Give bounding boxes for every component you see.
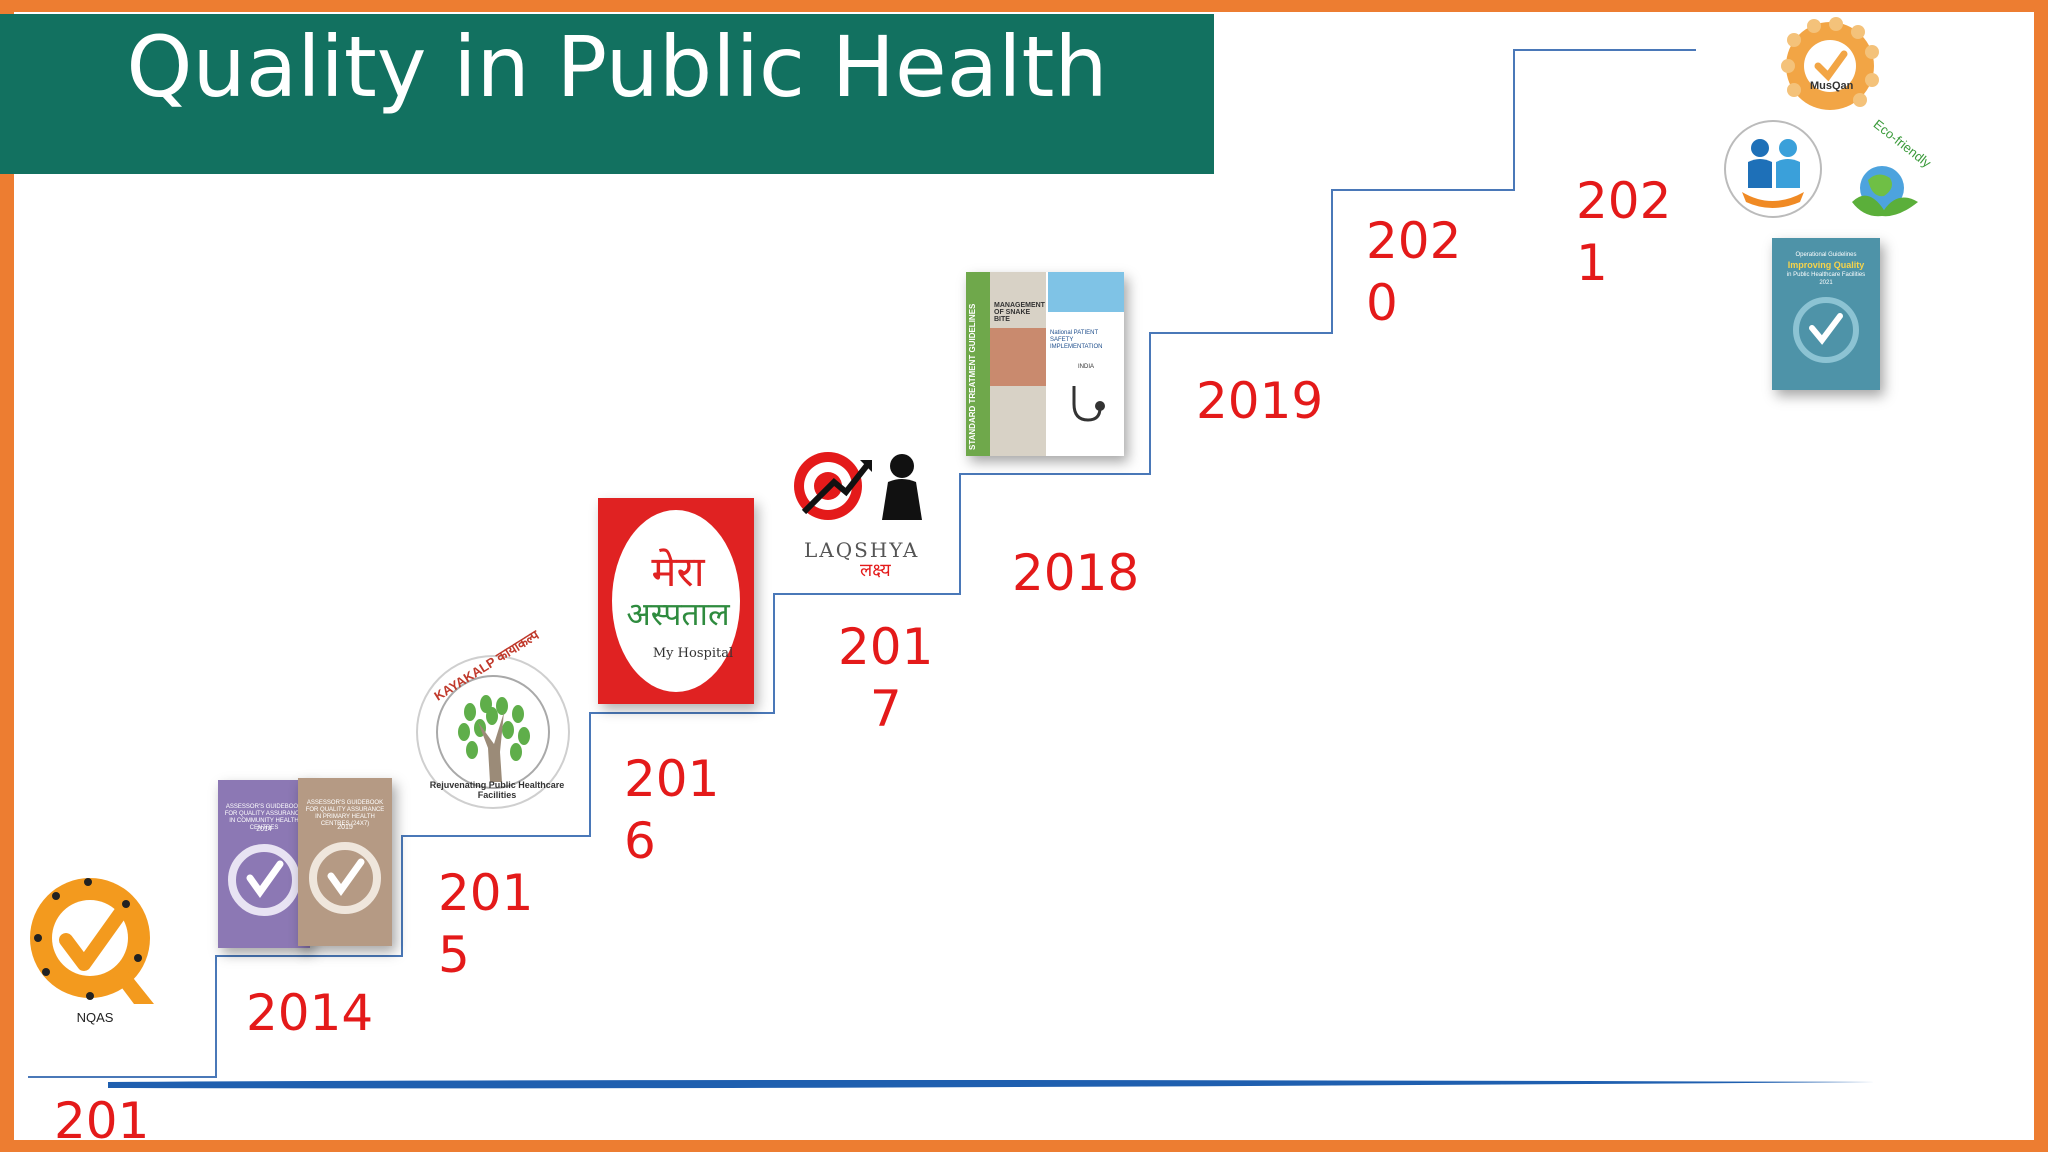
guidebook-1-year: 2014 [256, 826, 272, 833]
laqshya-logo: LAQSHYA लक्ष्य [790, 448, 940, 588]
nqas-caption: NQAS [76, 1010, 114, 1025]
aspatal-text: अस्पताल [626, 595, 730, 633]
patient-safety-india: INDIA [1077, 364, 1094, 370]
year-label: 201 5 [438, 864, 534, 984]
guidebook-1-title: ASSESSOR'S GUIDEBOOK FOR QUALITY ASSURAN… [224, 804, 304, 831]
improving-quality-book: Operational Guidelines Improving Quality… [1772, 238, 1880, 390]
patient-safety-title: National PATIENT SAFETY IMPLEMENTATION [1050, 330, 1103, 350]
guideline-spine: STANDARD TREATMENT GUIDELINES [968, 303, 977, 450]
mera-text: मेरा [651, 547, 705, 596]
year-label: 201 7 [838, 618, 934, 738]
guidebook-cover-2: ASSESSOR'S GUIDEBOOK FOR QUALITY ASSURAN… [298, 778, 392, 946]
guidebook-2-title: ASSESSOR'S GUIDEBOOK FOR QUALITY ASSURAN… [305, 800, 385, 827]
guideline-books: STANDARD TREATMENT GUIDELINES MANAGEMENT… [966, 272, 1124, 456]
year-label: 202 0 [1366, 212, 1462, 332]
year-label: 2018 [1012, 544, 1140, 602]
year-label: 201 6 [624, 750, 720, 870]
stethoscope-icon [1072, 386, 1105, 422]
title-banner: Quality in Public Health [0, 14, 1214, 174]
year-label: 202 1 [1576, 172, 1672, 292]
kayakalp-bottom-text: Rejuvenating Public Healthcare Facilitie… [429, 780, 565, 800]
guidebook-2-year: 2015 [337, 824, 353, 831]
year-label: 201 [54, 1092, 150, 1150]
iq-line1: Operational Guidelines [1795, 252, 1857, 258]
muskan-name: MusQan [1810, 80, 1854, 92]
kayakalp-logo: KAYAKALP कायाकल्प Rejuvenating Public He… [412, 627, 574, 812]
mera-aspatal-logo: मेरा अस्पताल My Hospital [598, 498, 754, 704]
laqshya-hindi: लक्ष्य [860, 560, 891, 581]
year-label: 2014 [246, 984, 374, 1042]
iq-year: 2021 [1819, 280, 1833, 286]
guidebook-cover-1: ASSESSOR'S GUIDEBOOK FOR QUALITY ASSURAN… [218, 780, 310, 948]
iq-line2: Improving Quality [1787, 260, 1865, 270]
baseline-bar [108, 1080, 1875, 1089]
snake-bite-title: MANAGEMENT OF SNAKE BITE [994, 302, 1045, 323]
year-label: 2019 [1196, 372, 1324, 430]
slide-title: Quality in Public Health [126, 18, 1108, 116]
eco-friendly-globe-icon: Eco-friendly [1838, 116, 1934, 222]
people-support-icon [1722, 118, 1824, 220]
my-hospital-caption: My Hospital [652, 646, 734, 661]
nqas-logo: NQAS [22, 868, 168, 1028]
muskan-logo: MusQan [1774, 14, 1886, 114]
laqshya-name: LAQSHYA [804, 538, 920, 562]
iq-line3: in Public Healthcare Facilities [1786, 272, 1866, 278]
